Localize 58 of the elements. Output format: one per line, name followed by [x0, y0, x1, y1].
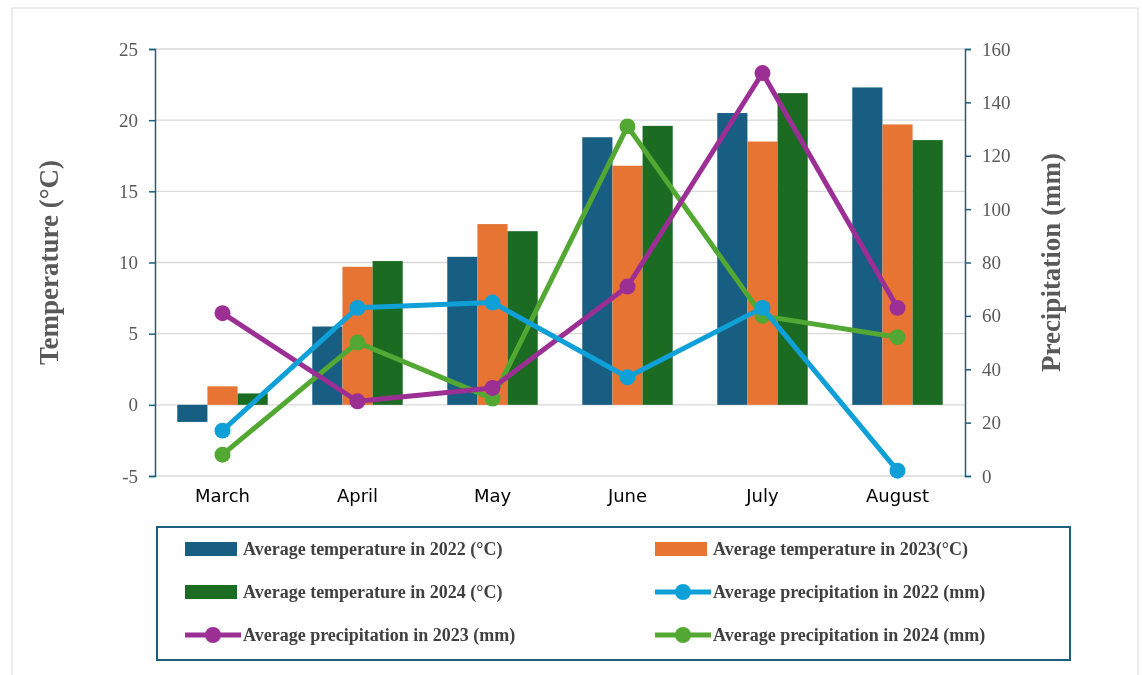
point	[889, 462, 906, 479]
bar	[747, 141, 778, 405]
point	[349, 299, 366, 316]
x-tick-label: July	[745, 485, 780, 506]
legend-label: Average temperature in 2023(°C)	[713, 539, 968, 560]
bar	[882, 124, 913, 405]
y-tick-label: 5	[128, 323, 138, 345]
x-tick-label: May	[473, 485, 512, 506]
bar	[447, 256, 478, 405]
y-tick-label: 25	[119, 38, 138, 60]
legend-label: Average precipitation in 2023 (mm)	[243, 625, 516, 646]
y2-tick-label: 120	[982, 145, 1011, 167]
y2-tick-label: 80	[982, 252, 1001, 274]
x-tick-label: April	[336, 485, 379, 506]
x-tick-label: March	[195, 485, 250, 506]
y2-tick-label: 0	[982, 465, 992, 487]
point	[619, 369, 636, 386]
bar	[207, 386, 238, 405]
point	[214, 305, 231, 322]
point	[889, 299, 906, 316]
y2-tick-label: 20	[982, 412, 1001, 434]
y-tick-label: -5	[122, 465, 138, 487]
point	[484, 379, 501, 396]
point	[889, 329, 906, 346]
x-tick-label: August	[866, 485, 929, 506]
bar	[852, 87, 883, 405]
y2-tick-label: 60	[982, 305, 1001, 327]
bar	[177, 404, 208, 422]
y-tick-label: 15	[119, 180, 138, 202]
bar	[912, 140, 943, 405]
legend-label: Average temperature in 2024 (°C)	[243, 582, 503, 603]
point	[754, 299, 771, 316]
y-tick-label: 20	[119, 109, 138, 131]
point	[619, 118, 636, 135]
y2-axis-title: Precipitation (mm)	[1036, 152, 1066, 373]
bar	[642, 125, 673, 405]
y-axis-title: Temperature (°C)	[34, 159, 64, 366]
legend-label: Average precipitation in 2022 (mm)	[713, 582, 986, 603]
y2-tick-label: 100	[982, 198, 1011, 220]
x-tick-label: June	[606, 485, 648, 506]
point	[349, 393, 366, 410]
bar	[612, 165, 643, 405]
point	[484, 294, 501, 311]
y2-tick-label: 160	[982, 38, 1011, 60]
point	[619, 278, 636, 295]
y2-tick-label: 40	[982, 358, 1001, 380]
legend-label: Average temperature in 2022 (°C)	[243, 539, 503, 560]
point	[214, 446, 231, 463]
y-tick-label: 10	[119, 252, 138, 274]
y2-tick-label: 140	[982, 91, 1011, 113]
point	[214, 422, 231, 439]
legend-label: Average precipitation in 2024 (mm)	[713, 625, 986, 646]
bar	[717, 113, 748, 405]
bar	[582, 137, 613, 405]
bar	[777, 93, 808, 405]
y-tick-label: 0	[128, 394, 138, 416]
point	[349, 334, 366, 351]
point	[754, 65, 771, 81]
